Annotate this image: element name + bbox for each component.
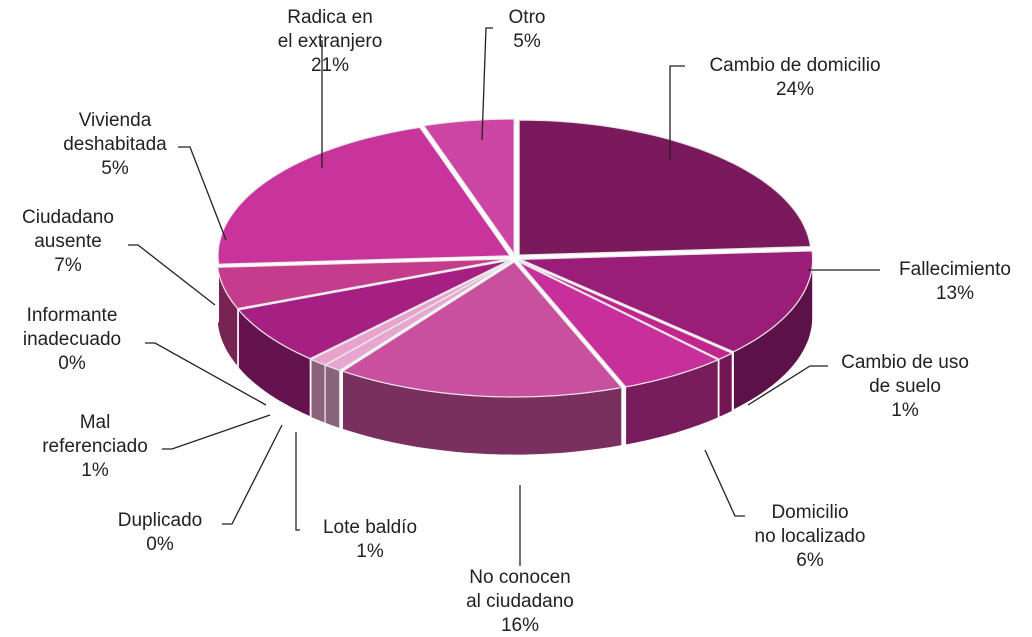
slice-label: de suelo (869, 376, 941, 397)
slice-value: 24% (776, 79, 814, 100)
slice-value: 16% (501, 615, 539, 636)
slice-label: Cambio de uso (841, 352, 969, 373)
slice-value: 7% (54, 255, 82, 276)
slice (310, 260, 512, 360)
leader-line (178, 146, 227, 241)
slice-label: Informante (27, 305, 118, 326)
leader-line (295, 432, 300, 531)
slice (216, 258, 510, 310)
slice-side (310, 358, 326, 424)
slice-label: el extranjero (278, 31, 383, 52)
slice-label: Duplicado (118, 510, 203, 531)
slice-side (718, 352, 733, 418)
slice (237, 259, 511, 360)
slice-value: 0% (58, 353, 86, 374)
slice-side (217, 255, 219, 323)
leader-line (145, 342, 267, 406)
slice-label: no localizado (755, 526, 866, 547)
leader-line (162, 414, 271, 450)
slice-value: 13% (936, 283, 974, 304)
slice (518, 260, 734, 360)
slice (520, 250, 814, 353)
slice-side (324, 364, 341, 429)
slice-value: 6% (796, 550, 824, 571)
slice-label: Domicilio (771, 502, 848, 523)
slice-value: 1% (356, 541, 384, 562)
slice-label: Lote baldío (323, 517, 417, 538)
slice-value: 1% (891, 400, 919, 421)
slice-label: Ciudadano (22, 207, 114, 228)
leader-line (704, 449, 745, 517)
slice (217, 126, 512, 265)
slice-label: deshabitada (63, 134, 167, 155)
leader-line (669, 65, 685, 160)
slice-value: 21% (311, 55, 349, 76)
slice-value: 5% (101, 158, 129, 179)
slice (518, 119, 812, 256)
slice-label: ausente (34, 231, 102, 252)
slice-label: Vivienda (79, 110, 152, 131)
slice (517, 260, 720, 388)
leader-line (747, 365, 828, 406)
slice (422, 118, 515, 256)
slice-label: al ciudadano (466, 591, 574, 612)
slice-value: 5% (513, 31, 541, 52)
slice-label: Mal (80, 412, 111, 433)
slice-label: referenciado (42, 436, 148, 457)
slice-label: No conocen (469, 567, 570, 588)
slice-value: 0% (146, 534, 174, 555)
slice-label: Cambio de domicilio (709, 55, 880, 76)
slice-label: Otro (509, 7, 546, 28)
leader-line (222, 424, 283, 525)
slice-label: Fallecimiento (899, 259, 1011, 280)
slice-value: 1% (81, 460, 109, 481)
slice (341, 261, 623, 398)
leader-line (481, 27, 493, 141)
slice-label: inadecuado (23, 329, 121, 350)
slice-label: Radica en (287, 7, 373, 28)
leader-line (128, 244, 216, 306)
